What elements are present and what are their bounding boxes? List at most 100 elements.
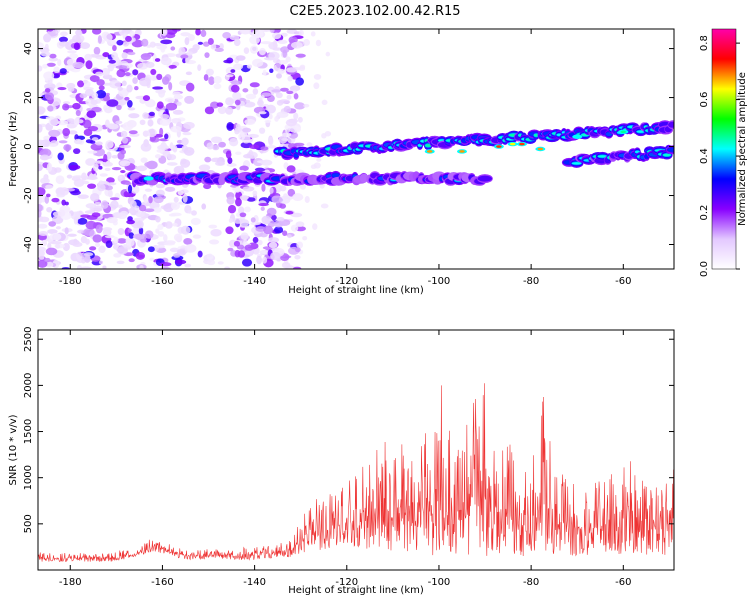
noise-blob: [261, 216, 271, 225]
y-tick-label: 40: [23, 42, 34, 55]
hot-spot-core: [146, 177, 152, 180]
noise-blob: [47, 105, 53, 111]
noise-blob: [184, 96, 194, 104]
noise-blob: [156, 245, 165, 249]
noise-blob: [307, 142, 313, 146]
noise-blob: [170, 213, 181, 217]
noise-blob: [132, 69, 138, 75]
noise-blob: [107, 217, 118, 223]
band-segment: [478, 176, 492, 182]
noise-blob: [262, 257, 267, 264]
noise-blob: [85, 239, 90, 245]
noise-blob: [236, 55, 246, 60]
noise-blob: [183, 122, 195, 129]
noise-blob: [127, 100, 133, 108]
noise-blob: [39, 217, 49, 223]
noise-blob: [44, 258, 50, 262]
noise-blob: [244, 47, 249, 54]
noise-blob: [160, 39, 172, 44]
noise-blob: [201, 203, 206, 209]
noise-blob: [245, 100, 250, 103]
noise-blob: [226, 150, 232, 158]
noise-blob: [165, 187, 175, 192]
noise-blob: [99, 261, 103, 265]
x-tick-label: -80: [523, 276, 539, 287]
y-tick-label: -40: [23, 236, 34, 252]
noise-blob: [282, 262, 291, 268]
noise-blob: [111, 52, 118, 59]
noise-blob: [305, 196, 310, 203]
noise-blob: [141, 143, 152, 152]
noise-blob: [234, 129, 239, 134]
noise-blob: [124, 97, 129, 101]
noise-blob: [192, 44, 199, 50]
noise-blob: [174, 233, 182, 241]
noise-blob: [296, 221, 305, 227]
noise-blob: [129, 130, 138, 134]
noise-blob: [36, 65, 42, 71]
noise-blob: [233, 218, 242, 224]
noise-blob: [268, 137, 273, 146]
noise-blob: [100, 173, 108, 176]
noise-blob: [42, 240, 47, 247]
noise-blob: [43, 71, 54, 80]
noise-blob: [268, 237, 279, 243]
noise-blob: [83, 80, 88, 84]
noise-blob: [181, 138, 188, 146]
noise-blob: [276, 92, 283, 98]
noise-blob: [270, 252, 281, 260]
noise-blob: [168, 82, 172, 91]
noise-blob: [211, 158, 222, 163]
noise-blob: [72, 242, 82, 247]
noise-blob: [235, 151, 242, 155]
x-tick-label: -60: [615, 577, 631, 588]
noise-blob: [94, 160, 103, 163]
band-segment: [663, 154, 671, 157]
y-tick-label: 1500: [23, 419, 34, 444]
noise-blob: [279, 185, 286, 191]
noise-blob: [69, 165, 80, 170]
noise-blob: [39, 255, 44, 260]
y-tick-label: 2000: [23, 373, 34, 398]
noise-blob: [207, 253, 214, 260]
noise-blob: [238, 250, 245, 257]
noise-blob: [104, 107, 112, 113]
noise-blob: [217, 102, 224, 106]
noise-blob: [125, 72, 131, 76]
noise-blob: [97, 184, 106, 191]
noise-blob: [109, 60, 116, 64]
noise-blob: [86, 60, 93, 69]
noise-blob: [125, 182, 132, 185]
noise-blob: [206, 142, 213, 149]
noise-blob: [63, 144, 71, 151]
noise-blob: [68, 87, 74, 92]
noise-blob: [154, 196, 164, 203]
noise-blob: [141, 53, 151, 60]
noise-blob: [168, 154, 176, 160]
noise-blob: [129, 258, 135, 262]
noise-blob: [311, 164, 317, 169]
noise-blob: [141, 39, 148, 47]
noise-blob: [46, 248, 58, 256]
colorbar-tick-label: 0.4: [699, 148, 710, 164]
noise-blob: [162, 76, 169, 85]
colorbar-gradient: [712, 29, 736, 269]
noise-blob: [188, 210, 193, 214]
noise-blob: [128, 113, 139, 118]
noise-blob: [268, 145, 276, 148]
noise-blob: [282, 49, 287, 57]
noise-blob: [76, 110, 81, 116]
noise-blob: [303, 39, 310, 46]
noise-blob: [84, 255, 90, 263]
x-tick-label: -100: [428, 577, 451, 588]
noise-blob: [211, 44, 217, 50]
noise-blob: [184, 147, 195, 156]
noise-blob: [253, 88, 259, 94]
noise-blob: [256, 256, 262, 265]
hot-spot-core: [574, 135, 580, 138]
noise-blob: [185, 244, 197, 253]
noise-blob: [165, 97, 176, 102]
noise-blob: [86, 221, 97, 230]
noise-blob: [127, 52, 135, 55]
noise-blob: [98, 166, 102, 170]
